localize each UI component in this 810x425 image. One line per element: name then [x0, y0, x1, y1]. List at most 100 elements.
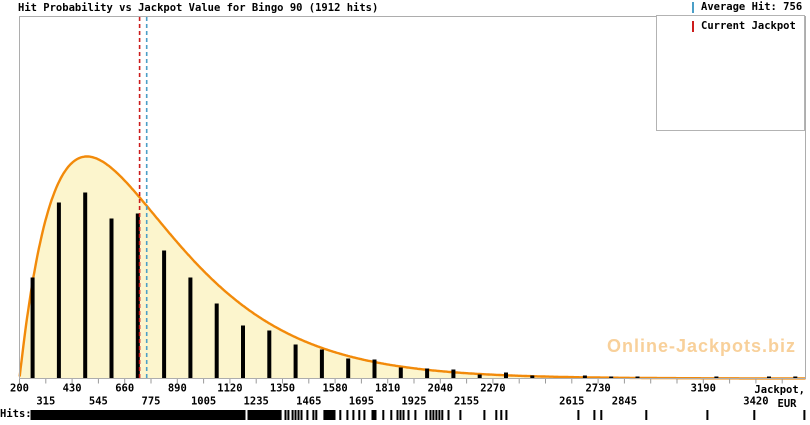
rug-mark [315, 410, 318, 420]
rug-mark [414, 410, 417, 420]
reference-lines [138, 17, 148, 379]
histogram-bar [162, 250, 167, 379]
rug-mark [399, 410, 402, 420]
histogram-bar [714, 376, 719, 379]
x-tick-label: 890 [168, 383, 187, 395]
rug-mark [483, 410, 486, 420]
rug-mark [300, 410, 303, 420]
rug-mark [346, 410, 349, 420]
x-tick-label: 1120 [217, 383, 242, 395]
histogram-bar [372, 359, 377, 379]
average-hit-label: Average Hit: 756 [701, 1, 803, 13]
x-tick-label: 1235 [244, 396, 269, 408]
histogram-bar [241, 325, 245, 379]
rug-mark [312, 410, 315, 420]
x-tick-label: 2845 [612, 396, 637, 408]
rug-mark [396, 410, 399, 420]
rug-mark [645, 410, 648, 420]
histogram-bar [267, 330, 272, 379]
histogram-bar [319, 349, 324, 379]
histogram-bar [30, 277, 35, 379]
rug-mark [352, 410, 355, 420]
rug-mark [363, 410, 366, 420]
x-tick-label: 660 [115, 383, 134, 395]
rug-mark [432, 410, 435, 420]
rug-mark [358, 410, 361, 420]
histogram-bar [135, 213, 140, 379]
x-tick-label: 2615 [559, 396, 584, 408]
x-tick-label: 1465 [296, 396, 321, 408]
rug-hits-label: Hits: [0, 408, 32, 420]
rug-mark [459, 410, 462, 420]
rug-mark [407, 410, 410, 420]
x-axis-ticks [19, 378, 783, 384]
histogram-bar [504, 372, 508, 379]
rug-mark [291, 410, 294, 420]
histogram-bar [582, 375, 587, 379]
rug-mark [339, 410, 342, 420]
histogram-bars [30, 192, 798, 379]
legend-box [656, 15, 805, 131]
rug-mark [284, 410, 287, 420]
rug-dense-band [323, 410, 336, 420]
current-jackpot-label: Current Jackpot [701, 20, 796, 32]
x-tick-label: 1005 [191, 396, 216, 408]
x-axis-tick-labels: 200 430 660 890 1120 1350 1580 1810 2040 2270 2730… [10, 383, 769, 408]
rug-mark [287, 410, 290, 420]
x-tick-label: 1580 [322, 383, 347, 395]
legend-entry-average-hit: Average Hit: 756 [692, 0, 802, 14]
rug-mark [297, 410, 300, 420]
rug-dense-band [371, 410, 377, 420]
rug-mark [429, 410, 432, 420]
x-tick-label: 2040 [428, 383, 453, 395]
x-tick-label: 1810 [375, 383, 400, 395]
rug-mark [390, 410, 393, 420]
x-axis-title-line2: EUR [777, 398, 797, 410]
x-tick-label: 2270 [480, 383, 505, 395]
x-axis-title-line1: Jackpot, [754, 384, 805, 396]
rug-mark [577, 410, 580, 420]
rug-mark [803, 410, 806, 420]
rug-dense-band [247, 410, 282, 420]
histogram-bar [83, 192, 88, 379]
rug-mark [500, 410, 503, 420]
rug-mark [441, 410, 444, 420]
histogram-bar [188, 277, 193, 379]
x-tick-label: 200 [10, 383, 29, 395]
rug-mark [425, 410, 428, 420]
x-tick-label: 430 [63, 383, 82, 395]
rug-mark [706, 410, 709, 420]
rug-mark [435, 410, 438, 420]
x-tick-label: 315 [36, 396, 55, 408]
x-tick-label: 2155 [454, 396, 479, 408]
histogram-bar [56, 202, 61, 379]
histogram-bar [109, 218, 114, 379]
rug-mark [438, 410, 441, 420]
rug-mark [402, 410, 405, 420]
x-tick-label: 2730 [585, 383, 610, 395]
current-jackpot-dashed-line-icon [692, 20, 694, 32]
rug-mark [593, 410, 596, 420]
rug-mark [294, 410, 297, 420]
rug-mark [306, 410, 309, 420]
average-hit-dashed-line-icon [692, 1, 694, 13]
rug-mark [753, 410, 756, 420]
legend-entry-current-jackpot: Current Jackpot [692, 19, 796, 33]
x-tick-label: 1925 [401, 396, 426, 408]
x-tick-label: 775 [142, 396, 161, 408]
histogram-bar [609, 376, 614, 379]
histogram-bar [214, 303, 219, 379]
histogram-bar [293, 344, 298, 379]
histogram-bar [530, 375, 535, 379]
plot-border [19, 16, 806, 379]
rug-mark [505, 410, 508, 420]
x-tick-label: 1695 [349, 396, 374, 408]
histogram-bar [767, 376, 771, 379]
histogram-bar [425, 368, 430, 379]
histogram-bar [398, 367, 403, 379]
x-tick-label: 545 [89, 396, 108, 408]
rug-mark [495, 410, 498, 420]
rug-mark [600, 410, 603, 420]
histogram-bar [346, 358, 351, 379]
